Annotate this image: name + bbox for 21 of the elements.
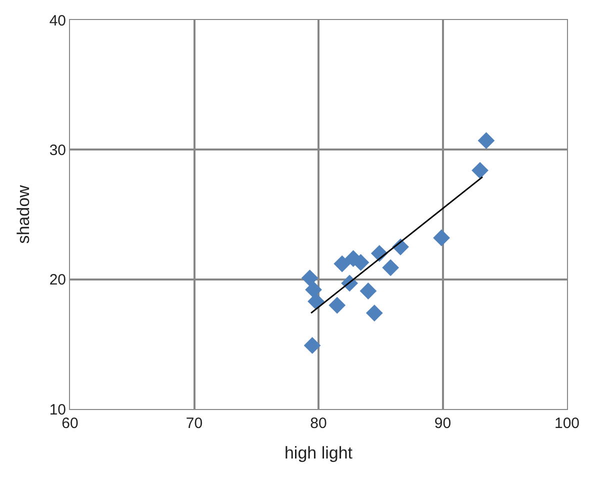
point <box>433 229 450 246</box>
point <box>305 281 322 298</box>
y-axis-title: shadow <box>14 184 33 244</box>
y-tick-label: 40 <box>49 12 66 30</box>
point <box>301 270 318 286</box>
x-tick-label: 80 <box>310 415 327 432</box>
y-tick-label: 20 <box>49 272 66 289</box>
point <box>382 259 400 276</box>
point <box>366 304 383 322</box>
point <box>478 132 495 150</box>
x-axis-title: high light <box>284 443 353 462</box>
x-tick-label: 90 <box>434 415 452 432</box>
point <box>304 337 321 354</box>
point <box>360 282 377 300</box>
x-tick-label: 70 <box>186 415 203 432</box>
point <box>472 162 488 179</box>
x-tick-label: 100 <box>554 415 580 432</box>
point <box>308 292 324 310</box>
y-tick-label: 30 <box>49 142 66 159</box>
point <box>334 255 351 272</box>
point <box>328 296 346 314</box>
